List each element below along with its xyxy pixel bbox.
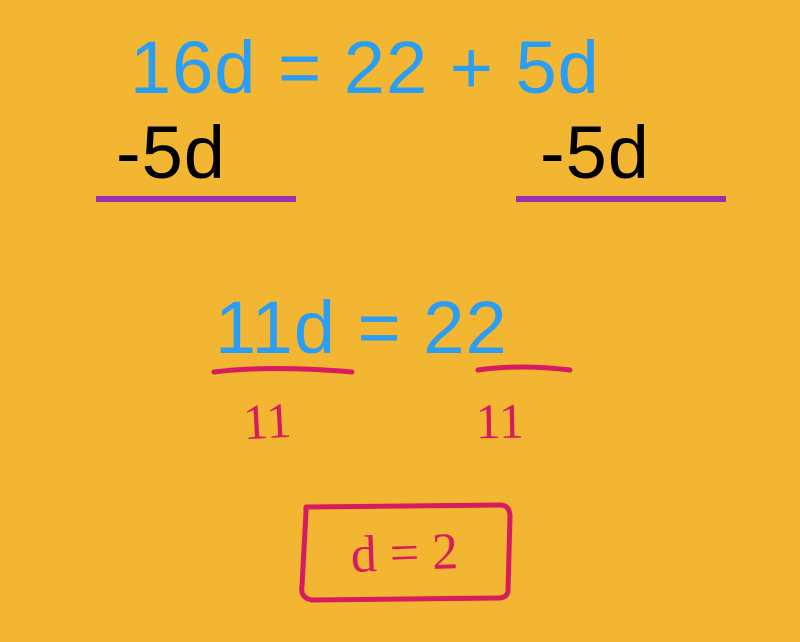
divisor-right-text: 11 (475, 393, 524, 450)
rule-right (516, 196, 726, 202)
divisor-left-text: 11 (242, 392, 293, 450)
divisor-left: 11 (242, 392, 293, 450)
equation-line-1: 16d = 22 + 5d (130, 25, 600, 110)
answer-box (302, 505, 510, 600)
subtract-term-left: -5d (116, 110, 226, 195)
equation-line-2: 11d = 22 (215, 285, 508, 370)
answer-text-group: d = 2 (350, 523, 459, 584)
divisor-right: 11 (475, 393, 524, 450)
answer-text: d = 2 (350, 523, 459, 584)
subtract-term-right: -5d (540, 110, 650, 195)
rule-left (96, 196, 296, 202)
